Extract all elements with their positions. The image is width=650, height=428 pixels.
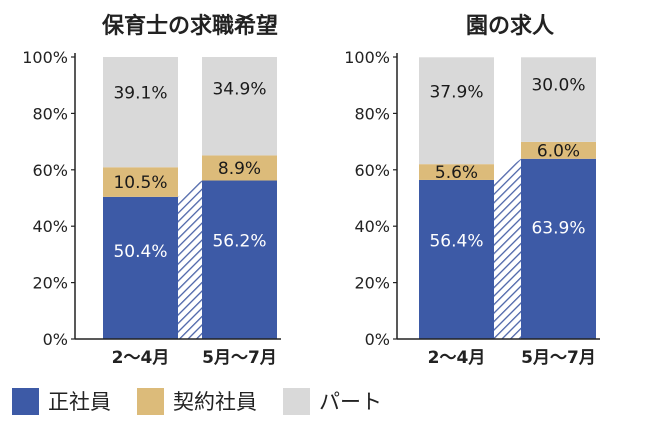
legend-label-part: パート [319, 390, 382, 414]
right-chart-ytick-label: 100% [344, 48, 390, 67]
left-chart-ytick-label: 40% [32, 217, 68, 236]
left-chart-ytick-label: 20% [32, 274, 68, 293]
legend-label-keiyaku: 契約社員 [173, 390, 257, 414]
right-chart-bar-seishain [419, 179, 494, 339]
right-chart-bar-keiyaku [419, 164, 494, 180]
left-chart-category-label: 5月〜7月 [202, 348, 277, 368]
left-chart-ytick-label: 80% [32, 104, 68, 123]
right-chart-bar-part [419, 57, 494, 165]
right-chart-data-label-part: 37.9% [429, 82, 483, 102]
left-chart-category-label: 2〜4月 [112, 348, 170, 368]
left-chart-ytick-label: 100% [22, 48, 68, 67]
left-chart-bar-part [202, 57, 277, 156]
right-chart-data-label-keiyaku: 5.6% [435, 163, 478, 183]
left-chart-ytick-label: 60% [32, 161, 68, 180]
legend-item-part: パート [283, 386, 382, 416]
legend-item-seishain: 正社員 [12, 386, 111, 416]
left-chart-ytick-label: 0% [43, 330, 68, 349]
left-chart-data-label-seishain: 56.2% [212, 232, 266, 252]
right-chart-ytick-label: 80% [354, 104, 390, 123]
right-chart-connector-hatch [494, 158, 521, 339]
right-chart-ytick-label: 20% [354, 274, 390, 293]
legend-item-keiyaku: 契約社員 [137, 386, 257, 416]
left-chart-title: 保育士の求職希望 [101, 13, 278, 39]
left-chart-bar-keiyaku [103, 167, 178, 197]
right-chart-data-label-keiyaku: 6.0% [537, 141, 580, 161]
legend-swatch-keiyaku [137, 387, 164, 415]
right-chart-title: 園の求人 [466, 14, 554, 39]
left-chart-data-label-part: 34.9% [212, 79, 266, 99]
left-chart-bar-keiyaku [202, 155, 277, 181]
left-chart-connector-hatch [178, 180, 202, 339]
legend-swatch-part [283, 387, 310, 415]
right-chart-bar-keiyaku [521, 141, 596, 159]
left-chart-bar-seishain [202, 180, 277, 339]
left-chart-data-label-keiyaku: 8.9% [218, 159, 261, 179]
left-chart-bar-part [103, 57, 178, 168]
legend-swatch-seishain [12, 387, 39, 415]
right-chart-data-label-part: 30.0% [531, 75, 585, 95]
right-chart-ytick-label: 0% [365, 330, 390, 349]
right-chart-ytick-label: 40% [354, 217, 390, 236]
left-chart-data-label-keiyaku: 10.5% [113, 173, 167, 193]
right-chart-data-label-seishain: 56.4% [429, 231, 483, 251]
right-chart-bar-seishain [521, 158, 596, 339]
right-chart-category-label: 5月〜7月 [521, 348, 596, 368]
left-chart-data-label-part: 39.1% [113, 83, 167, 103]
legend: 正社員 契約社員 パート [12, 384, 408, 418]
right-chart-ytick-label: 60% [354, 161, 390, 180]
left-chart-data-label-seishain: 50.4% [113, 242, 167, 262]
right-chart-bar-part [521, 57, 596, 142]
legend-label-seishain: 正社員 [48, 390, 111, 414]
right-chart-data-label-seishain: 63.9% [531, 218, 585, 238]
right-chart-category-label: 2〜4月 [428, 348, 486, 368]
left-chart-bar-seishain [103, 196, 178, 339]
